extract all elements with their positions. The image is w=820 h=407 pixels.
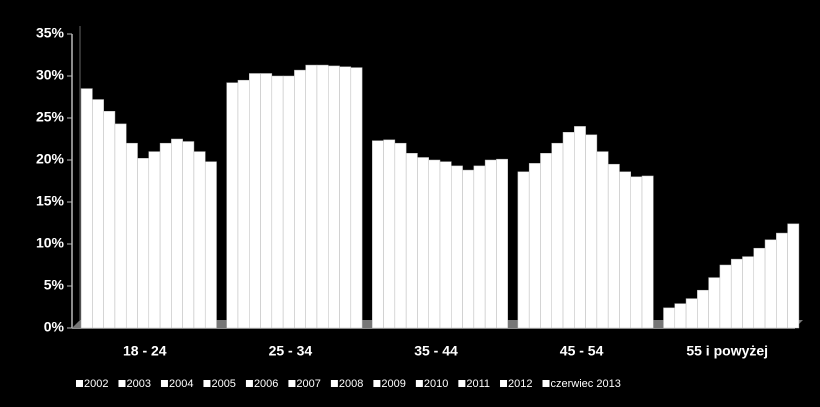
y-tick-label: 35%	[36, 25, 65, 41]
bar	[517, 171, 530, 329]
legend-swatch	[415, 380, 423, 387]
bar	[103, 111, 116, 329]
bar	[372, 140, 384, 329]
legend-label: 2009	[381, 378, 405, 390]
bar	[451, 165, 463, 329]
bar	[619, 171, 631, 329]
bar	[148, 151, 161, 329]
x-tick-label: 55 i powyżej	[686, 343, 768, 359]
bar	[674, 303, 687, 329]
legend-swatch	[118, 380, 126, 387]
bar	[159, 142, 172, 329]
bar	[204, 161, 217, 329]
bar	[294, 69, 306, 329]
bar	[182, 141, 195, 329]
y-tick-label: 30%	[36, 67, 65, 83]
bar	[237, 79, 250, 329]
legend-swatch	[245, 380, 253, 387]
bar	[417, 157, 429, 329]
bar	[339, 66, 352, 329]
bar	[125, 142, 138, 329]
bar	[753, 247, 766, 329]
legend-swatch	[203, 380, 211, 387]
bar	[730, 258, 743, 329]
bar	[171, 138, 183, 329]
bar	[462, 169, 475, 329]
legend-label: 2002	[84, 378, 108, 390]
bar	[383, 139, 396, 329]
legend-label: 2007	[296, 378, 320, 390]
bar	[92, 99, 104, 329]
legend-swatch	[542, 380, 550, 387]
legend-label: 2005	[211, 378, 235, 390]
bar	[787, 223, 800, 329]
y-tick-label: 10%	[36, 235, 65, 251]
bar	[282, 75, 295, 329]
bar	[394, 142, 407, 329]
legend-label: 2008	[339, 378, 363, 390]
bar	[574, 126, 586, 329]
y-tick-label: 0%	[44, 319, 65, 335]
bar	[742, 256, 755, 329]
legend-label: 2004	[169, 378, 193, 390]
x-tick-label: 45 - 54	[560, 343, 604, 359]
legend-label: 2003	[126, 378, 150, 390]
x-tick-label: 25 - 34	[269, 343, 313, 359]
bar	[484, 159, 497, 329]
bar	[249, 73, 261, 329]
bar	[226, 82, 239, 329]
legend-label: 2006	[254, 378, 278, 390]
legend-swatch	[288, 380, 296, 387]
legend-label: 2010	[424, 378, 448, 390]
y-tick-label: 20%	[36, 151, 65, 167]
bar	[562, 132, 575, 329]
bar	[540, 153, 552, 329]
bar	[260, 73, 273, 329]
y-tick-label: 15%	[36, 193, 65, 209]
bar	[114, 123, 127, 329]
bar	[685, 298, 698, 329]
bar	[596, 151, 609, 329]
bar	[405, 153, 418, 329]
bar	[607, 163, 620, 329]
bar	[428, 159, 441, 329]
bar	[80, 88, 93, 329]
bar	[473, 165, 486, 329]
legend-swatch	[160, 380, 168, 387]
x-tick-label: 35 - 44	[414, 343, 458, 359]
bar	[630, 176, 643, 329]
bar	[439, 161, 452, 329]
bar	[551, 142, 564, 329]
legend-label: 2012	[508, 378, 532, 390]
legend-swatch	[373, 380, 381, 387]
bar	[641, 175, 654, 329]
legend-label: czerwiec 2013	[551, 378, 621, 390]
y-tick-label: 5%	[44, 277, 65, 293]
legend-swatch	[76, 380, 83, 387]
bar	[350, 67, 363, 329]
y-tick-label: 25%	[36, 109, 65, 125]
bar	[193, 151, 206, 329]
legend-swatch	[330, 380, 338, 387]
legend-label: 2011	[466, 378, 490, 390]
bar	[585, 134, 598, 329]
bar	[697, 289, 709, 329]
bar	[528, 163, 541, 329]
bar	[496, 158, 508, 329]
bar	[137, 158, 150, 329]
bar	[764, 239, 777, 329]
bar	[328, 65, 340, 329]
bar	[305, 64, 318, 329]
x-tick-label: 18 - 24	[123, 343, 167, 359]
bar	[271, 75, 284, 329]
bar	[719, 264, 732, 329]
bar	[316, 64, 329, 329]
bar	[663, 307, 676, 329]
bar	[776, 232, 788, 329]
legend-swatch	[500, 380, 508, 387]
legend-swatch	[458, 380, 466, 387]
bar	[708, 277, 721, 329]
